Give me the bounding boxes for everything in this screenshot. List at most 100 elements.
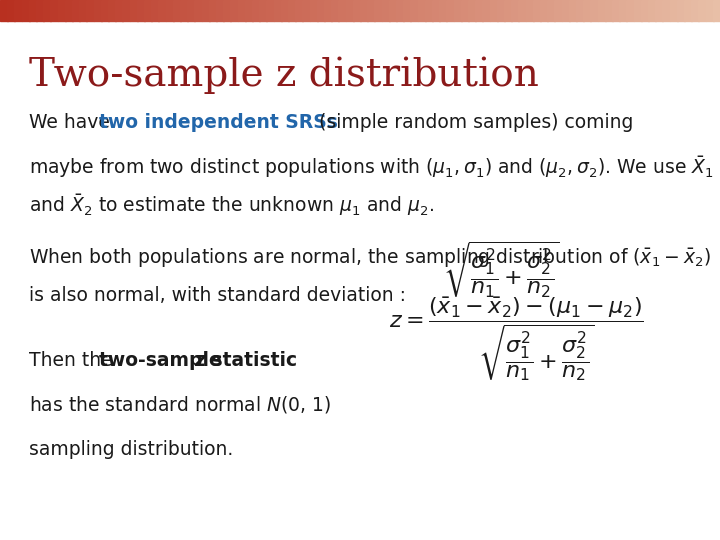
Bar xyxy=(662,0,670,21)
Text: statistic: statistic xyxy=(205,351,297,370)
Bar xyxy=(230,0,238,21)
Bar xyxy=(698,0,706,21)
Bar xyxy=(209,0,217,21)
Bar xyxy=(605,0,613,21)
Text: Two-sample z distribution: Two-sample z distribution xyxy=(29,57,539,94)
Bar xyxy=(706,0,714,21)
Bar xyxy=(202,0,210,21)
Bar xyxy=(526,0,534,21)
Bar xyxy=(403,0,411,21)
Bar xyxy=(50,0,58,21)
Bar xyxy=(274,0,282,21)
Bar xyxy=(504,0,512,21)
Text: has the standard normal $N$(0, 1): has the standard normal $N$(0, 1) xyxy=(29,394,331,415)
Bar xyxy=(22,0,30,21)
Bar xyxy=(252,0,260,21)
Bar xyxy=(482,0,490,21)
Bar xyxy=(338,0,346,21)
Bar xyxy=(684,0,692,21)
Bar xyxy=(367,0,375,21)
Bar xyxy=(180,0,188,21)
Bar xyxy=(166,0,174,21)
Bar xyxy=(396,0,404,21)
Bar xyxy=(554,0,562,21)
Bar xyxy=(547,0,555,21)
Bar xyxy=(14,0,22,21)
Bar xyxy=(36,0,44,21)
Bar xyxy=(634,0,642,21)
Bar xyxy=(490,0,498,21)
Bar xyxy=(194,0,202,21)
Bar xyxy=(641,0,649,21)
Bar xyxy=(7,0,15,21)
Bar xyxy=(425,0,433,21)
Text: $z = \dfrac{(\bar{x}_1 - \bar{x}_2) - (\mu_1 - \mu_2)}{\sqrt{\dfrac{\sigma_1^2}{: $z = \dfrac{(\bar{x}_1 - \bar{x}_2) - (\… xyxy=(389,296,644,384)
Bar xyxy=(576,0,584,21)
Text: sampling distribution.: sampling distribution. xyxy=(29,440,233,459)
Bar xyxy=(302,0,310,21)
Bar xyxy=(108,0,116,21)
Bar xyxy=(187,0,195,21)
Bar xyxy=(626,0,634,21)
Text: We have: We have xyxy=(29,113,116,132)
Bar xyxy=(58,0,66,21)
Text: is also normal, with standard deviation :: is also normal, with standard deviation … xyxy=(29,286,406,305)
Bar xyxy=(86,0,94,21)
Bar xyxy=(590,0,598,21)
Bar xyxy=(79,0,87,21)
Bar xyxy=(72,0,80,21)
Bar xyxy=(101,0,109,21)
Bar xyxy=(612,0,620,21)
Bar xyxy=(454,0,462,21)
Bar xyxy=(144,0,152,21)
Bar xyxy=(223,0,231,21)
Bar xyxy=(288,0,296,21)
Bar xyxy=(418,0,426,21)
Bar xyxy=(497,0,505,21)
Bar xyxy=(670,0,678,21)
Bar xyxy=(598,0,606,21)
Bar xyxy=(439,0,447,21)
Text: and $\bar{X}_2$ to estimate the unknown $\mu_1$ and $\mu_2$.: and $\bar{X}_2$ to estimate the unknown … xyxy=(29,192,434,218)
Bar xyxy=(389,0,397,21)
Bar xyxy=(94,0,102,21)
Text: two-sample: two-sample xyxy=(99,351,229,370)
Bar xyxy=(281,0,289,21)
Bar xyxy=(115,0,123,21)
Bar xyxy=(65,0,73,21)
Bar xyxy=(540,0,548,21)
Bar xyxy=(346,0,354,21)
Text: When both populations are normal, the sampling distribution of $(\bar{x}_1 - \ba: When both populations are normal, the sa… xyxy=(29,246,711,269)
Bar xyxy=(713,0,720,21)
Bar xyxy=(317,0,325,21)
Bar xyxy=(130,0,138,21)
Bar xyxy=(518,0,526,21)
Bar xyxy=(691,0,699,21)
Bar xyxy=(382,0,390,21)
Bar xyxy=(216,0,224,21)
Bar xyxy=(43,0,51,21)
Bar xyxy=(619,0,627,21)
Bar xyxy=(137,0,145,21)
Text: two independent SRSs: two independent SRSs xyxy=(99,113,338,132)
Bar xyxy=(533,0,541,21)
Bar xyxy=(432,0,440,21)
Bar xyxy=(266,0,274,21)
Bar xyxy=(468,0,476,21)
Bar xyxy=(475,0,483,21)
Bar xyxy=(238,0,246,21)
Text: (simple random samples) coming: (simple random samples) coming xyxy=(313,113,634,132)
Bar xyxy=(374,0,382,21)
Bar xyxy=(562,0,570,21)
Bar xyxy=(331,0,339,21)
Bar xyxy=(677,0,685,21)
Bar xyxy=(295,0,303,21)
Bar xyxy=(173,0,181,21)
Bar xyxy=(245,0,253,21)
Text: Then the: Then the xyxy=(29,351,118,370)
Bar xyxy=(511,0,519,21)
Text: $\sqrt{\dfrac{\sigma_1^2}{n_1} + \dfrac{\sigma_2^2}{n_2}}$: $\sqrt{\dfrac{\sigma_1^2}{n_1} + \dfrac{… xyxy=(443,240,559,300)
Bar xyxy=(648,0,656,21)
Bar xyxy=(151,0,159,21)
Bar xyxy=(259,0,267,21)
